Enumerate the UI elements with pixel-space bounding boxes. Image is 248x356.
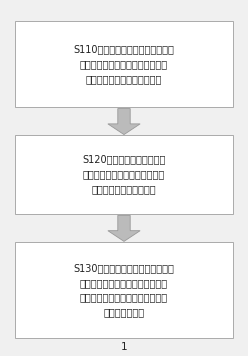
Text: S110提供形成有动态随机存取存储
器的存储器晶圆，存储器晶圆上形
成有若干第一硅穿孔对接焊盘: S110提供形成有动态随机存取存储 器的存储器晶圆，存储器晶圆上形 成有若干第一… xyxy=(74,44,174,84)
Text: 1: 1 xyxy=(121,342,127,352)
Polygon shape xyxy=(108,215,140,241)
Polygon shape xyxy=(108,109,140,135)
Bar xyxy=(15,135,233,214)
Text: S130通过硅穿孔方式电连接第一硅
穿孔对接焊盘与第二硅穿孔对接焊
盘，实现所述存储器晶圆和逻辑晶
圆的晶圆级封装: S130通过硅穿孔方式电连接第一硅 穿孔对接焊盘与第二硅穿孔对接焊 盘，实现所述… xyxy=(74,263,174,317)
Text: S120提供形成有逻辑芯片的
逻辑晶圆，逻辑晶圆上形成有若
干第二硅穿孔对接焊盘：: S120提供形成有逻辑芯片的 逻辑晶圆，逻辑晶圆上形成有若 干第二硅穿孔对接焊盘… xyxy=(82,155,166,194)
Bar xyxy=(15,21,233,107)
Bar xyxy=(15,242,233,338)
